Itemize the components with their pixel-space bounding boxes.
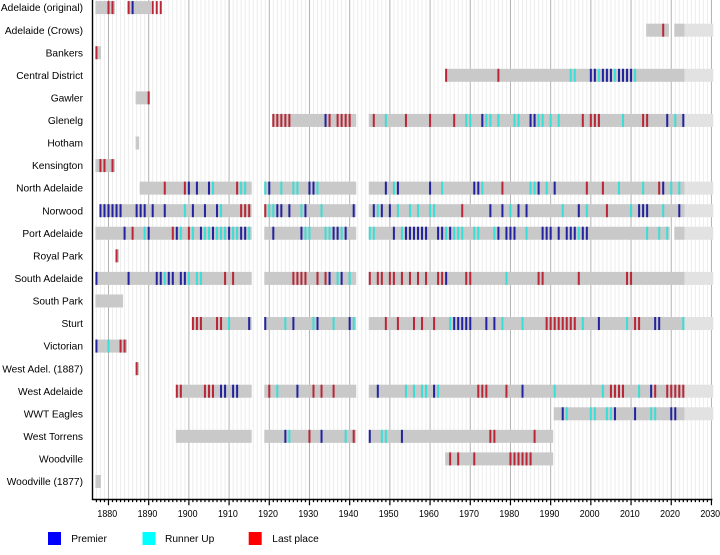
- svg-text:1950: 1950: [379, 508, 399, 520]
- svg-text:Port Adelaide: Port Adelaide: [22, 229, 83, 240]
- svg-text:1890: 1890: [138, 508, 158, 520]
- svg-text:Adelaide (original): Adelaide (original): [1, 3, 83, 14]
- svg-text:South Adelaide: South Adelaide: [14, 274, 83, 285]
- svg-text:Royal Park: Royal Park: [33, 251, 84, 262]
- svg-text:2000: 2000: [580, 508, 600, 520]
- svg-text:Premier: Premier: [71, 534, 107, 545]
- svg-text:1910: 1910: [218, 508, 238, 520]
- svg-text:West Adel. (1887): West Adel. (1887): [2, 364, 83, 375]
- svg-text:1980: 1980: [499, 508, 519, 520]
- svg-text:Woodville (1877): Woodville (1877): [7, 477, 83, 488]
- svg-text:Glenelg: Glenelg: [48, 116, 83, 127]
- svg-text:1880: 1880: [97, 508, 117, 520]
- svg-text:1960: 1960: [419, 508, 439, 520]
- svg-text:Central District: Central District: [16, 71, 83, 82]
- svg-text:2030: 2030: [700, 508, 720, 520]
- svg-text:Bankers: Bankers: [46, 48, 83, 59]
- svg-text:Last place: Last place: [272, 534, 319, 545]
- svg-text:West Adelaide: West Adelaide: [18, 387, 83, 398]
- svg-text:Woodville: Woodville: [39, 455, 83, 466]
- svg-text:Kensington: Kensington: [32, 161, 83, 172]
- svg-text:1940: 1940: [339, 508, 359, 520]
- svg-text:West Torrens: West Torrens: [23, 432, 83, 443]
- svg-text:2010: 2010: [620, 508, 640, 520]
- svg-text:1930: 1930: [298, 508, 318, 520]
- svg-text:1970: 1970: [459, 508, 479, 520]
- svg-text:1990: 1990: [540, 508, 560, 520]
- svg-text:Norwood: Norwood: [42, 206, 83, 217]
- svg-text:Gawler: Gawler: [51, 93, 84, 104]
- svg-text:1920: 1920: [258, 508, 278, 520]
- svg-text:Hotham: Hotham: [47, 139, 83, 150]
- svg-text:Victorian: Victorian: [44, 342, 83, 353]
- svg-text:Adelaide (Crows): Adelaide (Crows): [5, 26, 83, 37]
- svg-text:2020: 2020: [660, 508, 680, 520]
- svg-text:Runner Up: Runner Up: [165, 534, 215, 545]
- svg-text:North Adelaide: North Adelaide: [16, 184, 83, 195]
- svg-text:South Park: South Park: [33, 297, 84, 308]
- svg-text:WWT Eagles: WWT Eagles: [24, 409, 83, 420]
- svg-text:1900: 1900: [178, 508, 198, 520]
- svg-text:Sturt: Sturt: [61, 319, 83, 330]
